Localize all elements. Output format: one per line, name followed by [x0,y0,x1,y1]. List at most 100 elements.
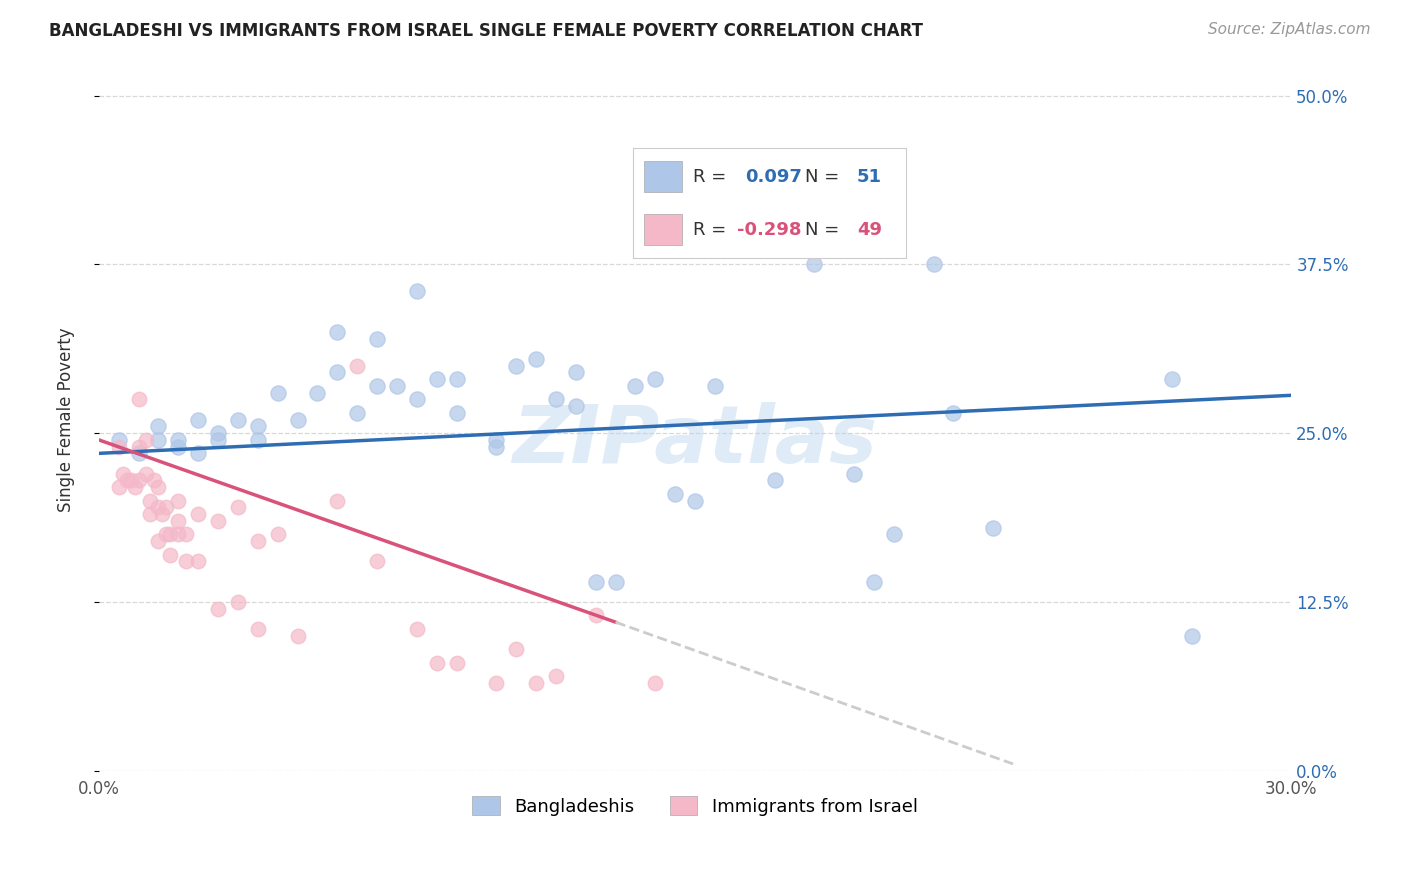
Point [385,379,408,393]
Point [426,372,449,386]
Point [148,500,170,515]
Text: 49: 49 [856,220,882,238]
FancyBboxPatch shape [644,161,682,192]
Text: R =: R = [693,220,733,238]
Legend: Bangladeshis, Immigrants from Israel: Bangladeshis, Immigrants from Israel [464,788,927,825]
FancyBboxPatch shape [644,214,682,245]
Point [266,385,288,400]
Point [207,514,229,528]
Point [703,379,725,393]
Point [346,359,368,373]
Point [287,412,309,426]
Point [287,629,309,643]
Point [544,392,567,407]
Point [405,285,427,299]
Point [585,608,607,623]
Point [307,385,329,400]
Point [128,446,150,460]
Point [326,493,349,508]
Point [366,554,388,568]
Point [524,351,547,366]
Point [644,676,666,690]
Y-axis label: Single Female Poverty: Single Female Poverty [58,327,75,512]
Point [107,480,129,494]
Point [266,527,288,541]
Point [605,574,627,589]
Point [115,474,138,488]
Point [139,493,162,508]
Point [120,474,142,488]
Point [366,379,388,393]
Point [664,487,686,501]
Point [981,521,1004,535]
Point [683,493,706,508]
Point [207,601,229,615]
Point [167,493,190,508]
Point [763,474,786,488]
Point [524,676,547,690]
Point [485,440,508,454]
Point [326,365,349,379]
Point [863,574,886,589]
Point [148,433,170,447]
Point [883,527,905,541]
Point [405,622,427,636]
Point [152,507,174,521]
Point [128,440,150,454]
Point [187,412,209,426]
Point [207,433,229,447]
Text: R =: R = [693,168,733,186]
Point [485,676,508,690]
Text: Source: ZipAtlas.com: Source: ZipAtlas.com [1208,22,1371,37]
Point [1161,372,1184,386]
Point [159,527,181,541]
Point [246,433,269,447]
Point [505,359,527,373]
Point [405,392,427,407]
Point [226,412,249,426]
Point [167,527,190,541]
Point [446,406,468,420]
Point [1181,629,1204,643]
Point [565,399,588,413]
Text: 51: 51 [856,168,882,186]
Point [246,534,269,549]
Point [155,527,177,541]
Point [143,474,166,488]
Point [644,372,666,386]
Point [187,446,209,460]
Text: -0.298: -0.298 [737,220,801,238]
Point [485,433,508,447]
Point [803,257,825,271]
Point [159,548,181,562]
Point [124,480,146,494]
Point [246,622,269,636]
Point [111,467,134,481]
Point [167,514,190,528]
Point [167,433,190,447]
Text: ZIPatlas: ZIPatlas [513,401,877,480]
Text: 0.097: 0.097 [745,168,801,186]
Point [922,257,945,271]
Point [624,379,647,393]
Point [107,433,129,447]
Point [135,467,157,481]
Point [148,480,170,494]
Point [446,656,468,670]
Point [446,372,468,386]
Point [135,433,157,447]
Point [128,474,150,488]
Point [148,419,170,434]
Point [426,656,449,670]
Point [155,500,177,515]
Point [366,332,388,346]
Point [565,365,588,379]
Point [942,406,965,420]
Point [187,554,209,568]
Point [187,507,209,521]
Text: N =: N = [806,168,845,186]
Point [544,669,567,683]
Point [167,440,190,454]
Point [174,527,197,541]
Text: N =: N = [806,220,845,238]
